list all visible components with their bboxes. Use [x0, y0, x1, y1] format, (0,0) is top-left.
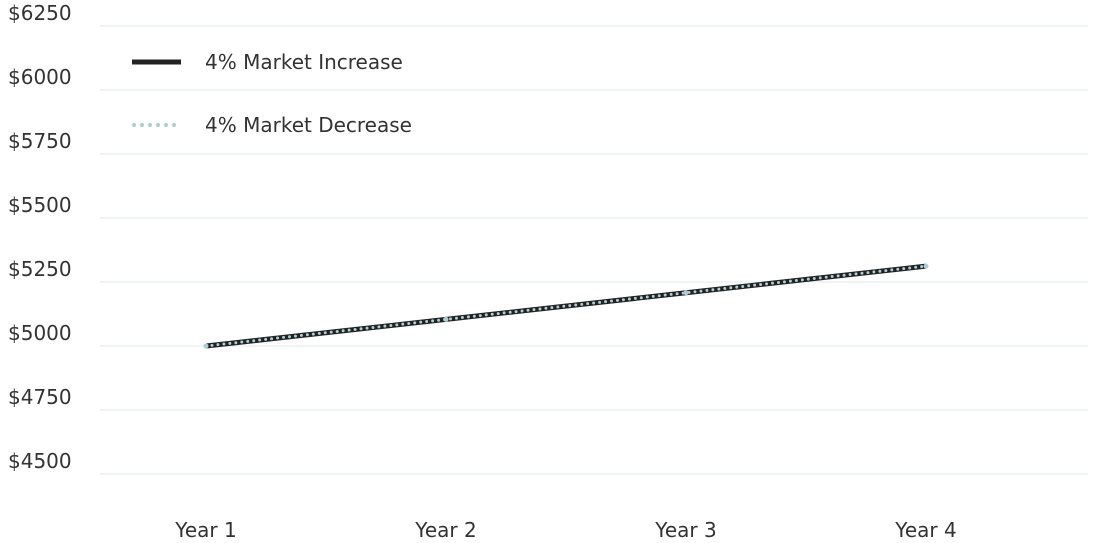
series-lines: [203, 263, 929, 349]
x-tick-label: Year 4: [894, 518, 956, 542]
legend-item: 4% Market Increase: [132, 50, 403, 74]
x-tick-label: Year 1: [174, 518, 236, 542]
legend-label: 4% Market Decrease: [205, 113, 412, 137]
data-point: [923, 263, 929, 269]
y-tick-label: $6250: [8, 1, 72, 25]
y-tick-label: $5750: [8, 129, 72, 153]
y-tick-label: $4500: [8, 449, 72, 473]
legend-label: 4% Market Increase: [205, 50, 403, 74]
data-point: [443, 316, 449, 322]
y-tick-label: $5500: [8, 193, 72, 217]
x-tick-label: Year 2: [414, 518, 476, 542]
y-tick-label: $6000: [8, 65, 72, 89]
x-axis-ticks: Year 1 Year 2 Year 3 Year 4: [174, 518, 956, 542]
data-point: [683, 290, 689, 296]
data-point: [203, 343, 209, 349]
y-tick-label: $4750: [8, 385, 72, 409]
x-tick-label: Year 3: [654, 518, 716, 542]
series-line-2: [204, 264, 928, 348]
y-tick-label: $5000: [8, 321, 72, 345]
y-axis-ticks: $4500 $4750 $5000 $5250 $5500 $5750 $6000 $6250: [8, 1, 72, 473]
gridlines: [100, 25, 1088, 475]
legend: 4% Market Increase 4% Market Decrease: [132, 50, 412, 137]
y-tick-label: $5250: [8, 257, 72, 281]
legend-item: 4% Market Decrease: [132, 113, 412, 137]
